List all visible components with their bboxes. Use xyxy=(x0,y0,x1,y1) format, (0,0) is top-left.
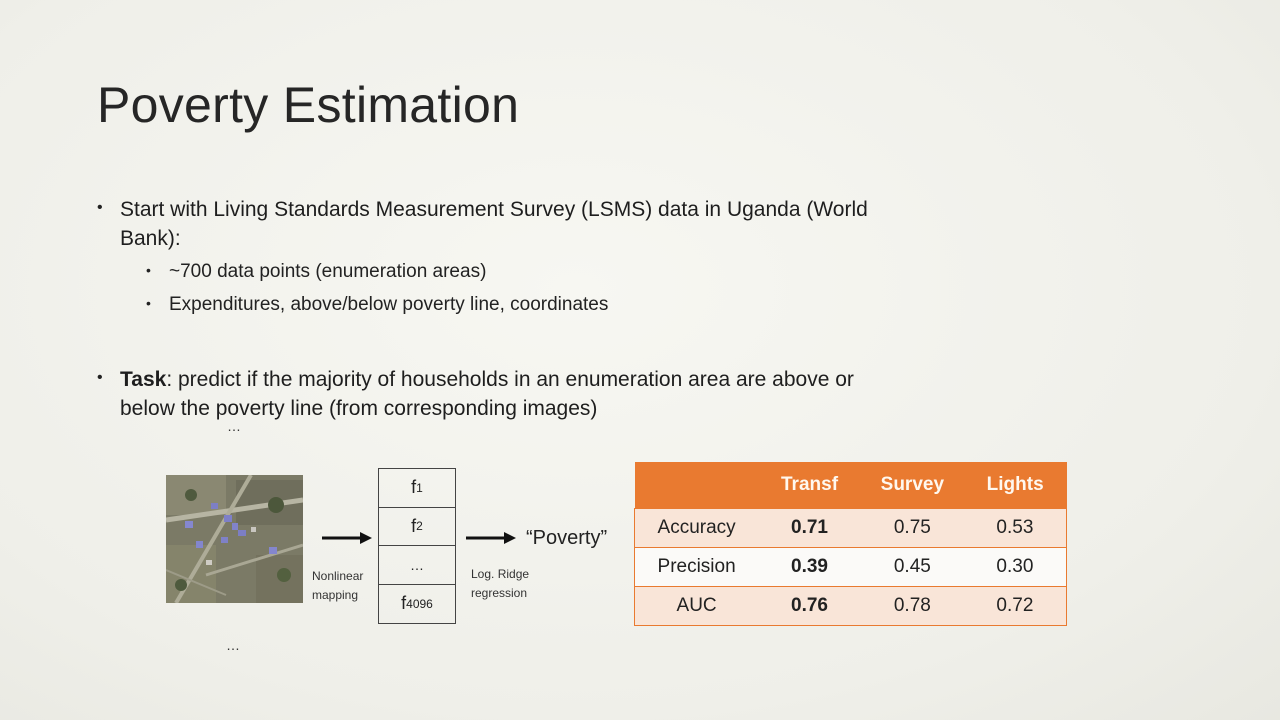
sub-bullet-icon: • xyxy=(146,295,151,311)
value-cell: 0.76 xyxy=(758,586,861,626)
metric-cell: Accuracy xyxy=(634,508,759,548)
sub-bullet-expenditures: Expenditures, above/below poverty line, … xyxy=(169,294,609,315)
sub-bullet-icon: • xyxy=(146,262,151,278)
mapping-label-line1: Nonlinear xyxy=(312,569,364,583)
slide-title: Poverty Estimation xyxy=(97,77,520,133)
ellipsis-bottom: … xyxy=(226,637,241,653)
task-label: Task xyxy=(120,368,167,391)
table-row: Accuracy 0.71 0.75 0.53 xyxy=(634,508,1067,548)
table-row: AUC 0.76 0.78 0.72 xyxy=(634,586,1067,626)
arrow-icon xyxy=(322,532,372,544)
feature-symbol: f xyxy=(411,477,417,498)
value-cell: 0.71 xyxy=(758,508,861,548)
value-cell: 0.72 xyxy=(963,586,1067,626)
feature-cell: … xyxy=(379,546,455,585)
arrow-icon xyxy=(466,532,516,544)
table-header xyxy=(634,462,759,509)
bullet-icon: • xyxy=(97,199,103,216)
bullet-icon: • xyxy=(97,369,103,386)
poverty-output: “Poverty” xyxy=(526,527,608,549)
task-text-line2: below the poverty line (from correspondi… xyxy=(120,397,598,420)
regression-label-line2: regression xyxy=(471,586,528,600)
feature-subscript: 4096 xyxy=(406,596,433,611)
sub-bullet-data-points: ~700 data points (enumeration areas) xyxy=(169,261,487,282)
results-table: Transf Survey Lights Accuracy 0.71 0.75 … xyxy=(634,462,1067,626)
value-cell: 0.78 xyxy=(860,586,964,626)
feature-cell: f 4096 xyxy=(379,585,455,624)
table-header: Transf xyxy=(758,462,861,509)
value-cell: 0.30 xyxy=(963,547,1067,587)
table-row: Precision 0.39 0.45 0.30 xyxy=(634,547,1067,587)
bullet-lsms-line2: Bank): xyxy=(120,227,181,250)
value-cell: 0.53 xyxy=(963,508,1067,548)
ellipsis-top: … xyxy=(227,418,242,434)
feature-symbol: f xyxy=(401,593,407,614)
feature-symbol: f xyxy=(411,515,417,536)
bullet-lsms-line1: Start with Living Standards Measurement … xyxy=(120,198,868,221)
nonlinear-mapping-label: Nonlinear mapping xyxy=(312,567,363,605)
table-header: Survey xyxy=(860,462,964,509)
satellite-image xyxy=(166,475,303,603)
table-header-row: Transf Survey Lights xyxy=(634,462,1067,509)
feature-ellipsis: … xyxy=(410,556,424,573)
bullet-lsms: Start with Living Standards Measurement … xyxy=(120,195,1000,253)
regression-label: Log. Ridge regression xyxy=(471,565,529,603)
feature-subscript: 2 xyxy=(416,519,423,534)
table-header: Lights xyxy=(963,462,1067,509)
value-cell: 0.45 xyxy=(860,547,964,587)
metric-cell: Precision xyxy=(634,547,759,587)
mapping-label-line2: mapping xyxy=(312,588,359,602)
task-text: : predict if the majority of households … xyxy=(166,368,854,391)
metric-cell: AUC xyxy=(634,586,759,626)
feature-subscript: 1 xyxy=(416,480,423,495)
value-cell: 0.39 xyxy=(758,547,861,587)
regression-label-line1: Log. Ridge xyxy=(471,567,530,581)
bullet-task: Task: predict if the majority of househo… xyxy=(120,365,1000,423)
value-cell: 0.75 xyxy=(860,508,964,548)
